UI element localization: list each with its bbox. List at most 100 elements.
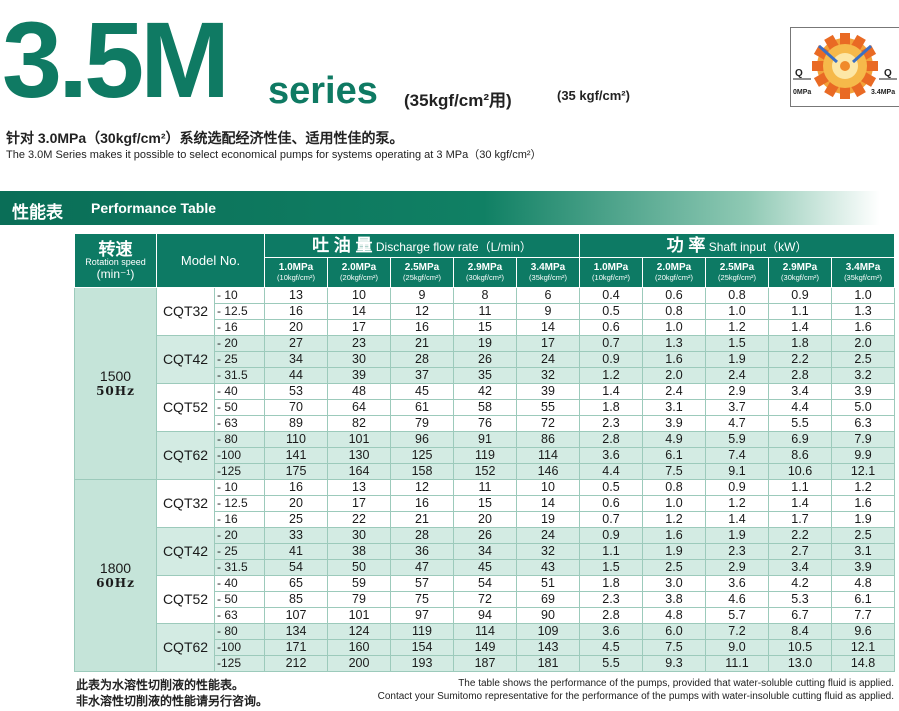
flow-cell: 14: [327, 303, 391, 320]
frequency-value: 60Hz: [96, 575, 135, 590]
pressure-mpa: 2.0MPa: [341, 262, 377, 274]
power-cell: 1.1: [579, 543, 643, 560]
footnote-cn: 此表为水溶性切削液的性能表。 非水溶性切削液的性能请另行咨询。: [76, 677, 268, 709]
table-row: - 63 107 101 97 94 90 2.8 4.8 5.7 6.7 7.7: [75, 607, 896, 624]
flow-pressure-header: 3.4MPa (35kgf/cm²): [516, 257, 580, 288]
power-cell: 3.9: [830, 383, 896, 400]
power-cell: 0.8: [705, 287, 769, 304]
model-suffix: - 31.5: [214, 559, 265, 576]
flow-cell: 64: [327, 399, 391, 416]
power-cell: 2.3: [705, 543, 769, 560]
table-row: CQT62- 80 134 124 119 114 109 3.6 6.0 7.2 8.4 9.6: [75, 623, 896, 672]
flow-cell: 85: [264, 591, 328, 608]
flow-cell: 175: [264, 463, 328, 480]
power-cell: 1.1: [768, 479, 832, 496]
power-cell: 0.6: [579, 495, 643, 512]
power-cell: 5.3: [768, 591, 832, 608]
flow-cell: 16: [390, 495, 454, 512]
flow-cell: 58: [453, 399, 517, 416]
power-cell: 0.6: [579, 319, 643, 336]
series-pressure-jp: (35kgf/cm²用): [404, 91, 512, 110]
power-pressure-header: 2.0MPa (20kgf/cm²): [642, 257, 706, 288]
power-cell: 1.0: [642, 495, 706, 512]
flow-cell: 119: [390, 623, 454, 640]
table-row: 1500 50Hz CQT32- 10 13 10 9 8 6 0.4 0.6 0.8 0.9 1.0: [74, 287, 896, 480]
logo-left-sub: 0MPa: [793, 89, 811, 96]
power-cell: 0.9: [768, 287, 832, 304]
rotation-speed-cell: 1800 60Hz: [74, 479, 157, 672]
power-cell: 1.9: [830, 511, 896, 528]
power-cell: 5.5: [768, 415, 832, 432]
frequency-value: 50Hz: [96, 383, 135, 398]
model-suffix: - 16: [214, 511, 265, 528]
pressure-kgf: (35kgf/cm²): [529, 272, 567, 282]
table-row: - 12.5 20 17 16 15 14 0.6 1.0 1.2 1.4 1.6: [75, 495, 896, 512]
power-cell: 3.9: [830, 559, 896, 576]
pressure-kgf: (20kgf/cm²): [340, 272, 378, 282]
rpm-header-en: Rotation speed: [85, 257, 146, 268]
model-suffix: -125: [214, 655, 265, 672]
flow-cell: 54: [453, 575, 517, 592]
table-row: - 25 41 38 36 34 32 1.1 1.9 2.3 2.7 3.1: [75, 543, 896, 560]
flow-pressure-header: 2.0MPa (20kgf/cm²): [327, 257, 391, 288]
power-cell: 0.4: [579, 287, 643, 304]
model-suffix: - 10: [214, 479, 265, 496]
flow-cell: 119: [453, 447, 517, 464]
flow-cell: 12: [390, 303, 454, 320]
power-cell: 5.7: [705, 607, 769, 624]
power-cell: 2.7: [768, 543, 832, 560]
power-cell: 1.1: [768, 303, 832, 320]
flow-cell: 51: [516, 575, 580, 592]
power-cell: 9.1: [705, 463, 769, 480]
footnote-cn-line1: 此表为水溶性切削液的性能表。: [76, 678, 245, 692]
power-cell: 13.0: [768, 655, 832, 672]
model-name: CQT62: [156, 431, 215, 480]
flow-cell: 14: [516, 319, 580, 336]
flow-cell: 34: [453, 543, 517, 560]
flow-cell: 32: [516, 543, 580, 560]
discharge-header-en: Discharge flow rate（L/min）: [375, 239, 532, 254]
flow-cell: 72: [453, 591, 517, 608]
flow-cell: 19: [453, 335, 517, 352]
flow-cell: 48: [327, 383, 391, 400]
pressure-kgf: (10kgf/cm²): [592, 272, 630, 282]
model-name: CQT32: [156, 287, 215, 336]
flow-cell: 16: [390, 319, 454, 336]
flow-cell: 160: [327, 639, 391, 656]
power-cell: 8.6: [768, 447, 832, 464]
rpm-header: 转速 Rotation speed (min⁻¹): [74, 233, 157, 288]
power-cell: 0.9: [579, 351, 643, 368]
flow-cell: 17: [516, 335, 580, 352]
flow-pressure-header: 2.9MPa (30kgf/cm²): [453, 257, 517, 288]
power-cell: 6.3: [830, 415, 896, 432]
power-cell: 7.4: [705, 447, 769, 464]
table-row: - 50 70 64 61 58 55 1.8 3.1 3.7 4.4 5.0: [75, 399, 896, 416]
power-cell: 3.9: [642, 415, 706, 432]
model-suffix: - 12.5: [214, 495, 265, 512]
flow-cell: 75: [390, 591, 454, 608]
power-cell: 1.9: [642, 543, 706, 560]
model-name: CQT42: [156, 527, 215, 576]
footnote-en: The table shows the performance of the p…: [378, 677, 894, 703]
power-cell: 4.8: [830, 575, 896, 592]
flow-cell: 43: [516, 559, 580, 576]
flow-cell: 21: [390, 335, 454, 352]
flow-cell: 101: [327, 607, 391, 624]
model-name: CQT52: [156, 383, 215, 432]
flow-cell: 61: [390, 399, 454, 416]
flow-cell: 69: [516, 591, 580, 608]
footnote-en-line2: Contact your Sumitomo representative for…: [377, 691, 894, 702]
flow-cell: 141: [264, 447, 328, 464]
flow-cell: 65: [264, 575, 328, 592]
power-cell: 3.0: [642, 575, 706, 592]
pressure-mpa: 2.0MPa: [656, 262, 692, 274]
pressure-mpa: 2.5MPa: [719, 262, 755, 274]
flow-cell: 47: [390, 559, 454, 576]
pressure-kgf: (30kgf/cm²): [466, 272, 504, 282]
power-cell: 12.1: [830, 463, 896, 480]
power-cell: 1.7: [768, 511, 832, 528]
power-pressure-header: 2.9MPa (30kgf/cm²): [768, 257, 832, 288]
power-cell: 7.5: [642, 639, 706, 656]
table-row: CQT42- 20 27 23 21 19 17 0.7 1.3 1.5 1.8 2.0: [75, 335, 896, 384]
flow-cell: 146: [516, 463, 580, 480]
